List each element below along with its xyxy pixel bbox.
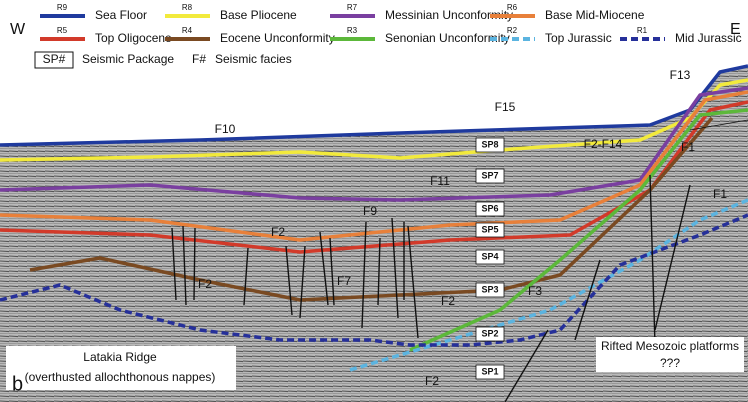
legend-code: R4 <box>182 26 193 35</box>
package-label: SP4 <box>481 251 498 261</box>
legend-label: Sea Floor <box>95 8 147 22</box>
facies-label: F3 <box>528 284 542 298</box>
facies-label: F13 <box>670 68 691 82</box>
facies-label: F2 <box>198 277 212 291</box>
legend-box <box>34 51 74 69</box>
annotation: Latakia Ridge <box>83 350 157 364</box>
faults <box>171 119 748 402</box>
horizon <box>0 64 748 147</box>
annotation: (overthusted allochthonous nappes) <box>25 370 216 384</box>
legend-symbol: F# <box>192 52 206 66</box>
legend-label: Senonian Unconformity <box>385 31 510 45</box>
package-label: SP7 <box>481 170 498 180</box>
facies-label: F2-F14 <box>584 137 623 151</box>
legend-label: Top Jurassic <box>545 31 612 45</box>
facies-label: F2 <box>425 374 439 388</box>
ridge-box <box>6 346 236 390</box>
legend-label: Top Oligocene <box>95 31 172 45</box>
platform-box <box>596 337 744 372</box>
package-label: SP3 <box>481 284 498 294</box>
package-label: SP6 <box>481 203 498 213</box>
facies-label: F11 <box>430 174 450 188</box>
package-box <box>475 137 505 153</box>
annotation: ??? <box>660 356 680 370</box>
package-label: SP2 <box>481 328 498 338</box>
legend-code: R8 <box>182 3 193 12</box>
horizon <box>0 90 748 242</box>
package-box <box>475 326 505 342</box>
legend-label: Messinian Unconformity <box>385 8 513 22</box>
annotation: Rifted Mesozoic platforms <box>601 339 739 353</box>
package-box <box>475 222 505 238</box>
facies-label: F2 <box>271 225 285 239</box>
legend-code: R5 <box>57 26 68 35</box>
section <box>0 64 748 402</box>
facies-label: F2 <box>441 294 455 308</box>
legend-label: Base Pliocene <box>220 8 297 22</box>
west-label: W <box>10 21 26 38</box>
horizon <box>409 108 748 352</box>
package-box <box>475 249 505 265</box>
legend: R9 Sea Floor R8 Base Pliocene R7 Messinian Un… <box>34 3 742 69</box>
legend-code: R1 <box>637 26 648 35</box>
legend-label: Base Mid-Miocene <box>545 8 645 22</box>
legend-label: Mid Jurassic <box>675 31 742 45</box>
panel-label: b <box>12 373 23 395</box>
legend-code: R3 <box>347 26 358 35</box>
facies-label: F1 <box>713 187 727 201</box>
horizon <box>0 213 748 347</box>
legend-code: R7 <box>347 3 358 12</box>
package-label: SP5 <box>481 224 498 234</box>
legend-code: R9 <box>57 3 68 12</box>
package-box <box>475 168 505 184</box>
legend-label: Seismic Package <box>82 52 174 66</box>
legend-symbol: SP# <box>43 52 66 66</box>
horizon <box>0 86 748 202</box>
facies-label: F9 <box>363 204 377 218</box>
facies-label: F10 <box>215 122 236 136</box>
legend-code: R2 <box>507 26 518 35</box>
package-box <box>475 201 505 217</box>
facies-label: F15 <box>495 100 516 114</box>
horizon <box>29 116 714 302</box>
package-box <box>475 364 505 380</box>
package-label: SP1 <box>481 366 498 376</box>
east-label: E <box>730 21 741 38</box>
legend-label: Seismic facies <box>215 52 292 66</box>
legend-code: R6 <box>507 3 518 12</box>
legend-label: Eocene Unconformity <box>220 31 335 45</box>
package-box <box>475 282 505 298</box>
horizon <box>0 100 748 254</box>
package-label: SP8 <box>481 139 498 149</box>
facies-label: F7 <box>337 274 351 288</box>
facies-label: F1 <box>681 140 695 154</box>
water-column <box>0 66 748 145</box>
